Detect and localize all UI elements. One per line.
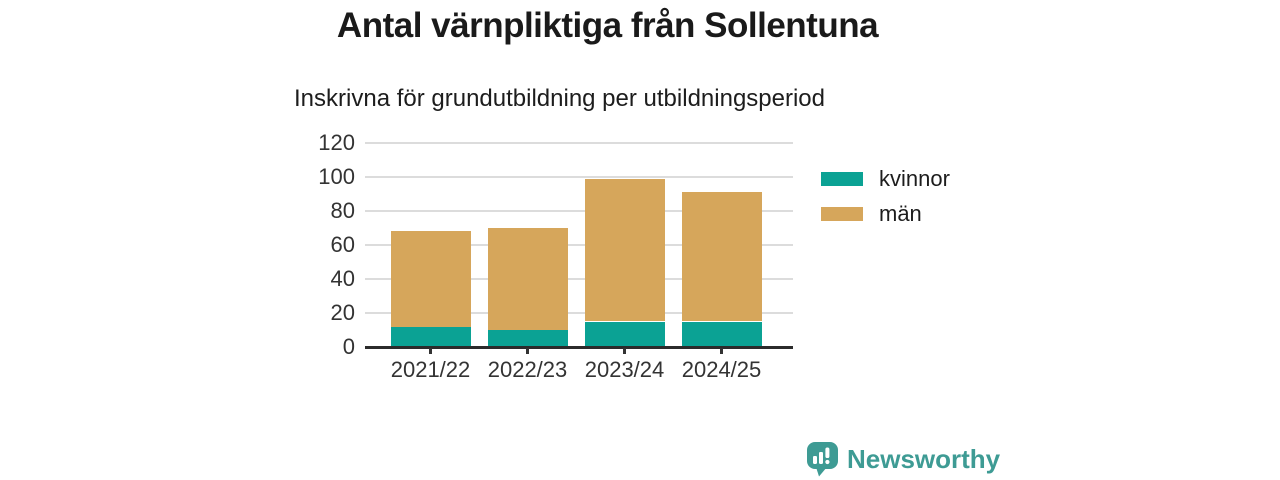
x-axis-tick: [526, 348, 529, 354]
gridline: [365, 142, 793, 144]
y-axis-tick-label: 80: [330, 198, 355, 223]
legend-swatch-män: [821, 206, 863, 221]
legend-item-kvinnor: kvinnor: [821, 161, 950, 196]
bar-chart-speech-bubble-icon: [807, 442, 838, 477]
legend-item-män: män: [821, 196, 950, 231]
gridline: [365, 176, 793, 178]
y-axis-tick-label: 100: [318, 164, 355, 189]
newsworthy-wordmark: Newsworthy: [847, 443, 1001, 474]
y-axis-tick-label: 0: [342, 334, 355, 359]
gridline: [365, 278, 793, 280]
x-axis-tick: [623, 348, 626, 354]
bar-segment-män: [584, 178, 665, 322]
y-axis-tick-label: 120: [318, 130, 355, 155]
x-axis-tick-label: 2023/24: [584, 357, 665, 382]
x-axis-tick-label: 2024/25: [681, 357, 762, 382]
y-axis-tick-label: 60: [330, 232, 355, 257]
gridline: [365, 312, 793, 314]
chart-legend: kvinnor män: [821, 161, 950, 231]
bar-segment-män: [681, 192, 762, 322]
legend-label: kvinnor: [879, 165, 950, 191]
chart-subtitle: Inskrivna för grundutbildning per utbild…: [294, 85, 825, 112]
legend-swatch-kvinnor: [821, 171, 863, 186]
legend-label: män: [879, 200, 922, 226]
bar-segment-kvinnor: [390, 326, 471, 347]
newsworthy-branding: Newsworthy: [806, 441, 1000, 477]
gridline: [365, 244, 793, 246]
x-axis-tick-label: 2021/22: [390, 357, 471, 382]
bar-segment-kvinnor: [487, 330, 568, 347]
x-axis-line: [365, 345, 793, 349]
chart-title: Antal värnpliktiga från Sollentuna: [336, 6, 879, 45]
bar-segment-män: [487, 228, 568, 330]
y-axis-tick-label: 20: [330, 300, 355, 325]
bar-segment-kvinnor: [681, 321, 762, 347]
bar-segment-män: [390, 231, 471, 327]
x-axis-tick-label: 2022/23: [487, 357, 568, 382]
x-axis-tick: [429, 348, 432, 354]
bar-segment-kvinnor: [584, 321, 665, 347]
x-axis-tick: [720, 348, 723, 354]
gridline: [365, 210, 793, 212]
y-axis-tick-label: 40: [330, 266, 355, 291]
